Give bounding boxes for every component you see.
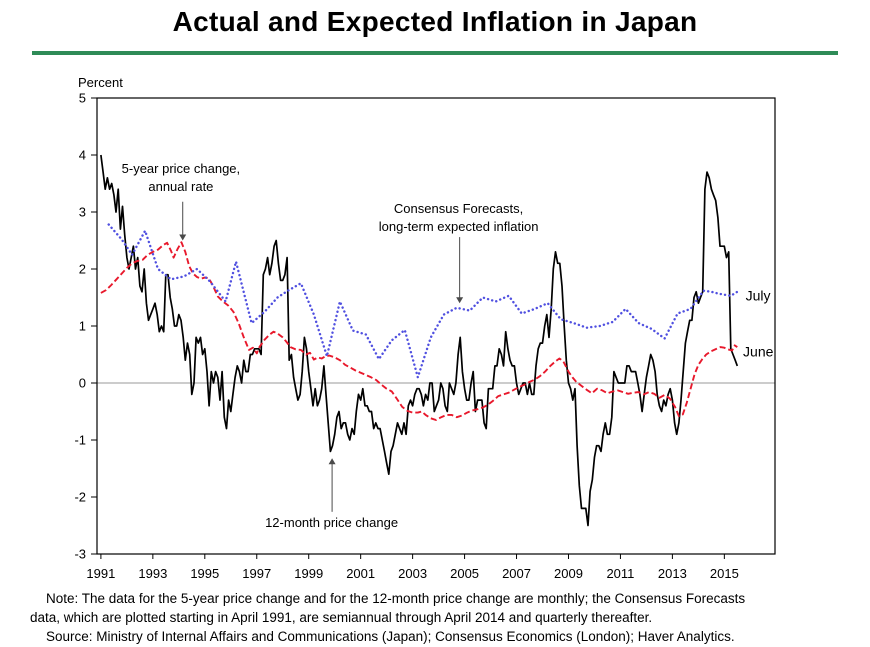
x-tick-label: 1997 — [242, 566, 271, 581]
y-tick-label: 0 — [79, 376, 86, 391]
x-tick-label: 2009 — [554, 566, 583, 581]
annotation-text: Consensus Forecasts, — [394, 201, 523, 216]
annotation-text: 5-year price change, — [122, 161, 241, 176]
y-tick-label: 4 — [79, 148, 86, 163]
x-tick-label: 2015 — [710, 566, 739, 581]
x-tick-label: 1993 — [138, 566, 167, 581]
series-five-year-price-change — [100, 241, 738, 421]
note-line-2: data, which are plotted starting in Apri… — [30, 610, 653, 625]
y-tick-label: -2 — [74, 490, 86, 505]
june-label: June — [743, 344, 774, 360]
title-rule — [32, 51, 838, 55]
x-tick-label: 2011 — [606, 566, 634, 581]
x-tick-label: 2003 — [398, 566, 427, 581]
x-tick-label: 1995 — [190, 566, 219, 581]
y-tick-label: -1 — [74, 433, 86, 448]
x-tick-label: 2001 — [346, 566, 375, 581]
consensus-callout: Consensus Forecasts, long-term expected i… — [379, 201, 539, 304]
source-line: Source: Ministry of Internal Affairs and… — [46, 629, 735, 644]
annotation-arrow-head — [179, 234, 187, 241]
y-tick-label: -3 — [74, 547, 86, 562]
y-tick-label: 3 — [79, 205, 86, 220]
annotation-text: annual rate — [148, 179, 213, 194]
july-label: July — [746, 287, 771, 303]
series-consensus-forecasts — [107, 223, 739, 379]
x-tick-label: 2005 — [450, 566, 479, 581]
page-title: Actual and Expected Inflation in Japan — [172, 6, 698, 37]
x-tick-label: 1999 — [294, 566, 323, 581]
series-twelve-month-price-change — [100, 154, 739, 527]
x-tick-label: 2013 — [658, 566, 687, 581]
x-tick-label: 1991 — [86, 566, 115, 581]
twelve-month-callout: 12-month price change — [265, 458, 398, 530]
annotation-text: long-term expected inflation — [379, 219, 539, 234]
x-tick-label: 2007 — [502, 566, 531, 581]
annotation-arrow-head — [328, 458, 336, 465]
y-tick-label: 5 — [79, 91, 86, 106]
note-line-1: Note: The data for the 5-year price chan… — [46, 591, 746, 606]
y-tick-label: 2 — [79, 262, 86, 277]
five-year-callout: 5-year price change, annual rate — [122, 161, 241, 241]
y-tick-label: 1 — [79, 319, 86, 334]
annotation-arrow-head — [456, 297, 464, 304]
footnotes: Note: The data for the 5-year price chan… — [30, 589, 862, 646]
annotation-text: 12-month price change — [265, 515, 398, 530]
y-axis-title: Percent — [78, 75, 123, 90]
